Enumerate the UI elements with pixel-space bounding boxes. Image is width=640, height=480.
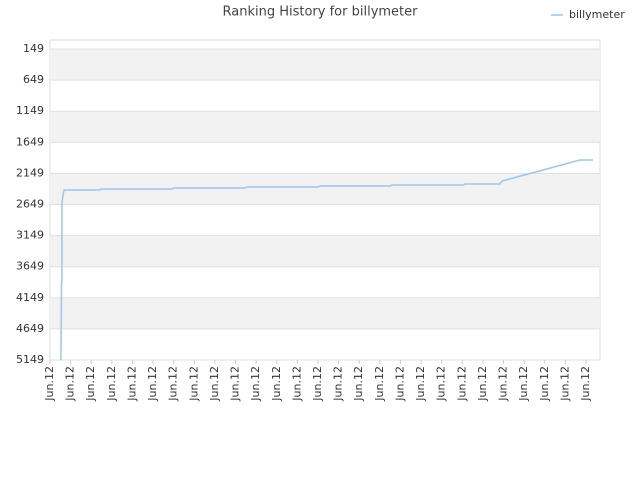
- y-tick-label: 649: [23, 73, 44, 86]
- x-tick-label: Jun.12: [249, 366, 262, 402]
- y-tick-label: 2149: [16, 166, 44, 179]
- x-tick-label: Jun.12: [229, 366, 242, 402]
- x-tick-label: Jun.12: [290, 366, 303, 402]
- y-tick-label: 3149: [16, 229, 44, 242]
- x-tick-label: Jun.12: [393, 366, 406, 402]
- x-tick-label: Jun.12: [270, 366, 283, 402]
- x-tick-label: Jun.12: [558, 366, 571, 402]
- x-tick-label: Jun.12: [579, 366, 592, 402]
- y-tick-label: 5149: [16, 353, 44, 366]
- x-tick-label: Jun.12: [125, 366, 138, 402]
- x-tick-label: Jun.12: [43, 366, 56, 402]
- x-tick-label: Jun.12: [311, 366, 324, 402]
- x-tick-label: Jun.12: [373, 366, 386, 402]
- x-tick-label: Jun.12: [167, 366, 180, 402]
- grid-band: [50, 235, 600, 267]
- x-tick-label: Jun.12: [517, 366, 530, 402]
- x-tick-label: Jun.12: [332, 366, 345, 402]
- y-tick-label: 1149: [16, 104, 44, 117]
- x-tick-label: Jun.12: [476, 366, 489, 402]
- x-tick-label: Jun.12: [414, 366, 427, 402]
- x-tick-label: Jun.12: [64, 366, 77, 402]
- legend-label: billymeter: [569, 8, 625, 21]
- y-tick-label: 4649: [16, 322, 44, 335]
- y-tick-label: 1649: [16, 135, 44, 148]
- grid-band: [50, 111, 600, 143]
- x-tick-label: Jun.12: [187, 366, 200, 402]
- line: [60, 159, 593, 361]
- x-tick-label: Jun.12: [435, 366, 448, 402]
- x-tick-label: Jun.12: [538, 366, 551, 402]
- x-tick-label: Jun.12: [84, 366, 97, 402]
- y-tick-label: 2649: [16, 198, 44, 211]
- y-tick-label: 4149: [16, 291, 44, 304]
- x-tick-label: Jun.12: [208, 366, 221, 402]
- x-tick-label: Jun.12: [455, 366, 468, 402]
- chart-title: Ranking History for billymeter: [223, 5, 419, 20]
- x-tick-label: Jun.12: [105, 366, 118, 402]
- y-tick-label: 149: [23, 42, 44, 55]
- x-tick-label: Jun.12: [146, 366, 159, 402]
- x-tick-label: Jun.12: [497, 366, 510, 402]
- grid-band: [50, 49, 600, 81]
- x-tick-label: Jun.12: [352, 366, 365, 402]
- grid-band: [50, 297, 600, 329]
- y-tick-label: 3649: [16, 260, 44, 273]
